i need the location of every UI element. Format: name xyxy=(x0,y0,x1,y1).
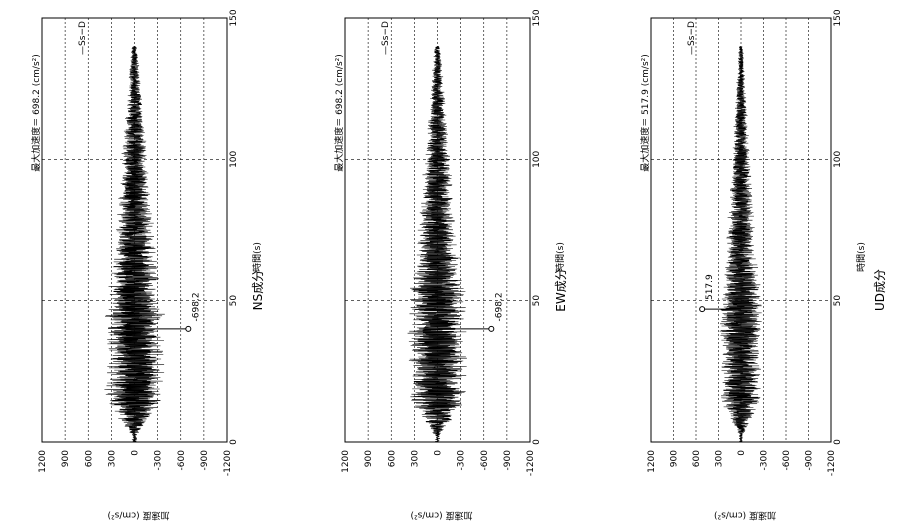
peak-label: 517.9 xyxy=(705,274,715,300)
time-tick-label: 150 xyxy=(229,9,239,26)
time-tick-label: 0 xyxy=(833,439,843,445)
accel-tick-label: 0 xyxy=(434,450,444,456)
accel-tick-label: -600 xyxy=(177,450,187,471)
accel-tick-label: 1200 xyxy=(341,450,351,473)
accel-tick-label: -300 xyxy=(760,450,770,471)
max-acceleration-label: 最大加速度＝ 698.2 (cm/s²) xyxy=(30,54,42,172)
component-caption: NS成分 xyxy=(251,270,265,311)
chart-panel-ew: 0 50 100 150 1200 900 600 300 0 -300 -600 -900 -1200… xyxy=(333,9,568,521)
peak-label: -698.2 xyxy=(494,292,504,321)
time-tick-label: 50 xyxy=(833,295,843,307)
chart-panel-ud: 0 50 100 150 1200 900 600 300 0 -300 -600 -900 -1200… xyxy=(639,9,887,521)
accel-tick-label: -1200 xyxy=(223,450,233,476)
accel-tick-label: -900 xyxy=(503,450,513,471)
accel-axis-label: 加速度 (cm/s²) xyxy=(108,510,170,522)
accel-axis-label: 加速度 (cm/s²) xyxy=(714,510,776,522)
accel-tick-label: -1200 xyxy=(827,450,837,476)
legend-label: —Ss−D xyxy=(687,21,697,55)
accel-tick-label: -300 xyxy=(457,450,467,471)
legend-label: —Ss−D xyxy=(381,21,391,55)
accel-tick-label: 900 xyxy=(670,450,680,467)
time-axis-label: 時間(s) xyxy=(856,242,867,272)
accel-tick-label: -300 xyxy=(154,450,164,471)
acceleration-trace xyxy=(104,46,165,443)
accel-axis-label: 加速度 (cm/s²) xyxy=(411,510,473,522)
time-tick-label: 100 xyxy=(833,150,843,167)
acceleration-trace xyxy=(407,46,467,443)
accel-tick-label: 600 xyxy=(387,450,397,467)
accel-tick-label: 300 xyxy=(410,450,420,467)
peak-marker xyxy=(185,325,192,332)
accel-tick-label: -900 xyxy=(200,450,210,471)
accel-tick-label: 0 xyxy=(737,450,747,456)
accel-tick-label: 900 xyxy=(61,450,71,467)
time-tick-label: 150 xyxy=(833,9,843,26)
accel-tick-label: 300 xyxy=(715,450,725,467)
time-tick-label: 100 xyxy=(229,150,239,167)
time-axis-label: 時間(s) xyxy=(555,242,566,272)
accel-tick-label: -600 xyxy=(782,450,792,471)
legend-label: —Ss−D xyxy=(78,21,88,55)
accel-tick-label: 1200 xyxy=(38,450,48,473)
component-caption: EW成分 xyxy=(554,268,568,311)
peak-marker xyxy=(488,325,495,332)
time-axis-label: 時間(s) xyxy=(252,242,263,272)
accel-tick-label: -900 xyxy=(805,450,815,471)
accel-tick-label: 600 xyxy=(692,450,702,467)
accel-tick-label: -600 xyxy=(480,450,490,471)
peak-marker xyxy=(699,306,706,313)
time-tick-label: 0 xyxy=(532,439,542,445)
accel-tick-label: 300 xyxy=(107,450,117,467)
max-acceleration-label: 最大加速度＝ 517.9 (cm/s²) xyxy=(639,54,651,172)
time-tick-label: 50 xyxy=(532,295,542,307)
component-caption: UD成分 xyxy=(873,269,887,311)
peak-label: -698.2 xyxy=(191,292,201,321)
time-tick-label: 0 xyxy=(229,439,239,445)
acceleration-trace xyxy=(719,46,762,443)
accel-tick-label: -1200 xyxy=(526,450,536,476)
max-acceleration-label: 最大加速度＝ 698.2 (cm/s²) xyxy=(333,54,345,172)
time-tick-label: 50 xyxy=(229,295,239,307)
accel-tick-label: 900 xyxy=(364,450,374,467)
time-tick-label: 100 xyxy=(532,150,542,167)
accel-tick-label: 0 xyxy=(131,450,141,456)
time-tick-label: 150 xyxy=(532,9,542,26)
chart-panel-ns: 0 50 100 150 1200 900 600 300 0 -300 -600 -900 -1200… xyxy=(30,9,265,521)
accel-tick-label: 600 xyxy=(84,450,94,467)
accel-tick-label: 1200 xyxy=(647,450,657,473)
